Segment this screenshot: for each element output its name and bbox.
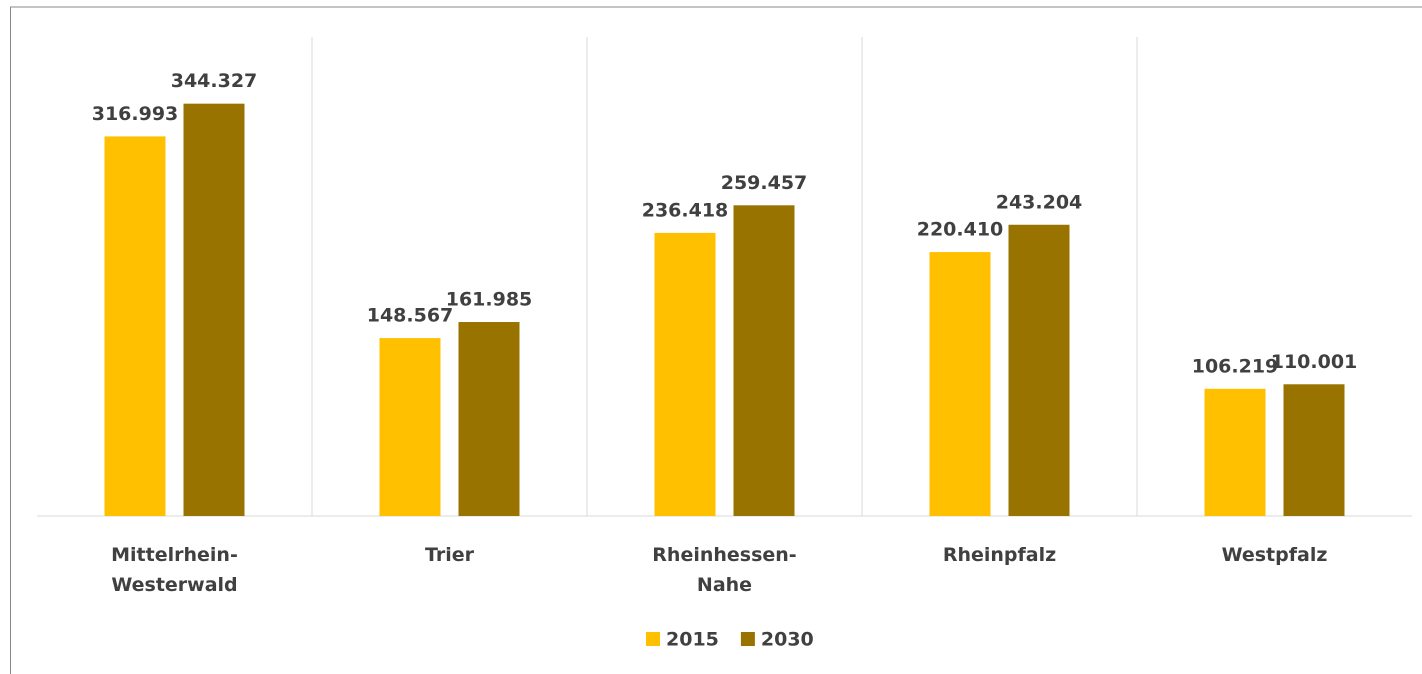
legend-swatch (740, 632, 755, 646)
bar (929, 252, 991, 516)
data-label: 316.993 (92, 103, 179, 125)
bar (1204, 388, 1266, 516)
data-label: 161.985 (446, 289, 533, 311)
bar (1008, 224, 1070, 516)
bar (733, 205, 795, 517)
bar (458, 322, 520, 516)
data-label: 110.001 (1271, 351, 1358, 373)
bar (654, 232, 716, 516)
data-label: 220.410 (917, 219, 1004, 241)
data-label: 344.327 (171, 70, 258, 92)
legend-label: 2015 (666, 629, 719, 651)
x-tick-label: Rheinpfalz (942, 544, 1057, 566)
bar (183, 103, 245, 516)
data-label: 236.418 (642, 199, 729, 221)
data-label: 259.457 (721, 172, 808, 194)
x-tick-label: Trier (424, 544, 474, 566)
data-label: 148.567 (367, 305, 454, 327)
data-label: 106.219 (1192, 355, 1279, 377)
legend-swatch (646, 632, 660, 646)
bar (1283, 384, 1345, 516)
bar (104, 136, 166, 516)
bar (379, 338, 441, 516)
x-tick-label: Rheinhessen-Nahe (652, 544, 797, 596)
data-label: 243.204 (996, 191, 1083, 213)
legend-label: 2030 (761, 629, 814, 651)
x-tick-label: Westpfalz (1221, 544, 1328, 566)
x-tick-label: Mittelrhein-Westerwald (111, 544, 238, 596)
